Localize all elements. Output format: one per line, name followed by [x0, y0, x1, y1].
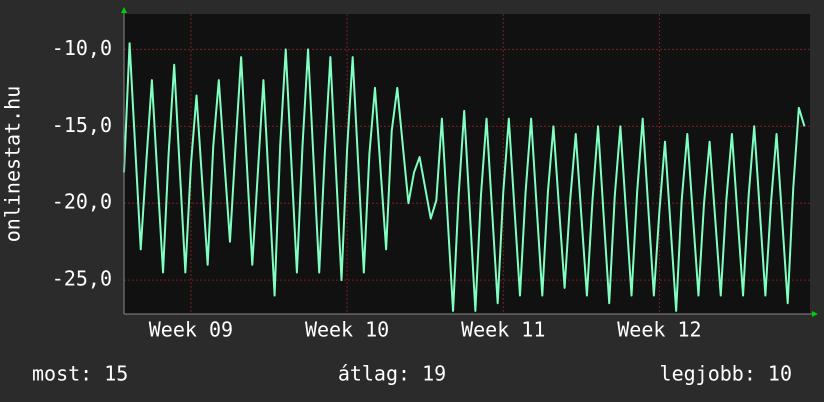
- x-tick-label: Week 09: [149, 318, 233, 342]
- stat-best: legjobb: 10: [660, 362, 792, 386]
- x-tick-label: Week 11: [461, 318, 545, 342]
- y-arrow: [121, 7, 127, 13]
- stat-current: most: 15: [32, 362, 128, 386]
- data-line: [123, 42, 806, 312]
- marks: [123, 42, 806, 312]
- x-tick-label: Week 10: [305, 318, 389, 342]
- y-tick-label: -10,0: [52, 36, 112, 60]
- y-tick-label: -25,0: [52, 267, 112, 291]
- stat-average: átlag: 19: [338, 362, 446, 386]
- x-tick-label: Week 12: [617, 318, 701, 342]
- y-tick-label: -20,0: [52, 190, 112, 214]
- y-axis-label: onlinestat.hu: [1, 86, 25, 243]
- x-arrow: [812, 311, 818, 317]
- y-tick-label: -15,0: [52, 113, 112, 137]
